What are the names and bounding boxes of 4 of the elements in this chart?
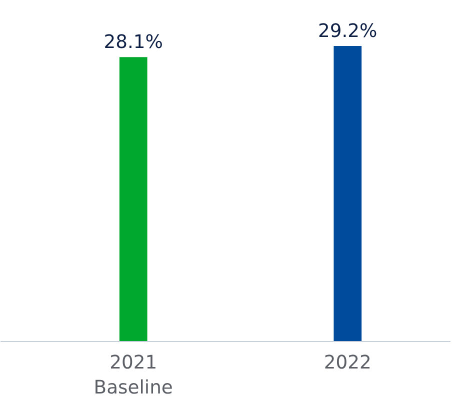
data-label: 29.2%	[318, 20, 378, 42]
x-tick-label: 2021 Baseline	[94, 352, 173, 399]
data-label: 28.1%	[104, 32, 164, 54]
x-tick-label: 2022	[324, 352, 372, 374]
